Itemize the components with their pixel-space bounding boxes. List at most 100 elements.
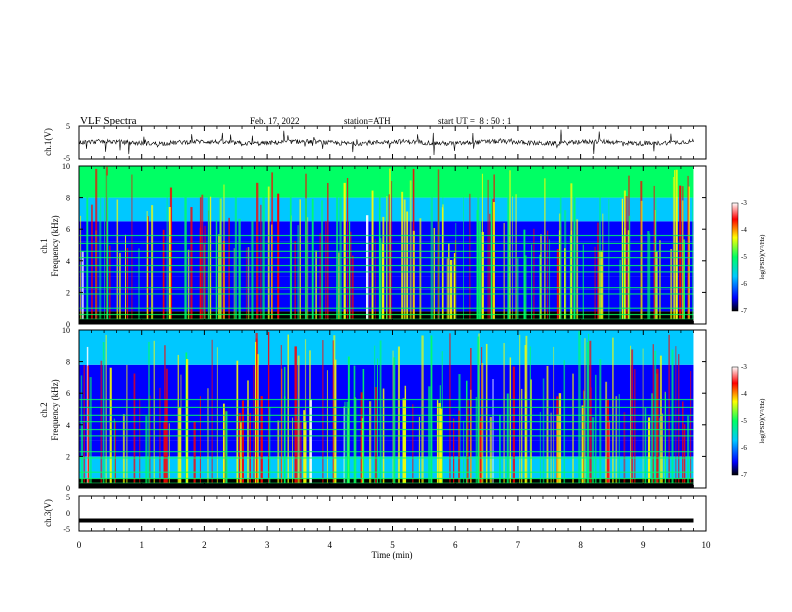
spectrogram-streak: [481, 173, 483, 324]
spectrogram-streak: [374, 386, 377, 488]
ch1-colorbar: -3 -4 -5 -6 -7 log(PSD)(V²/Hz): [731, 199, 766, 315]
spectrogram-streak: [277, 193, 280, 324]
spectrogram-streak: [322, 340, 324, 488]
time-tick-label: 8: [578, 540, 583, 550]
spectrogram-streak: [509, 170, 511, 324]
spectrogram-streak: [304, 420, 307, 488]
spectrogram-streak: [564, 248, 566, 324]
spectrogram-streak: [674, 170, 676, 324]
spectrogram-streak: [125, 234, 127, 324]
spectrogram-streak: [458, 410, 460, 488]
ch3-waveform-panel: ch.3(V) 5 0 -5: [43, 493, 707, 534]
spectrogram-tone-line: [79, 234, 694, 237]
spectrogram-streak: [672, 176, 675, 324]
time-tick-label: 9: [641, 540, 646, 550]
spectrogram-streak: [439, 408, 443, 488]
spectrogram-streak: [570, 183, 573, 324]
spectrogram-streak: [116, 199, 119, 324]
spectrogram-streak: [321, 200, 324, 324]
spectrogram-streak: [236, 360, 239, 488]
spectrogram-streak: [223, 184, 225, 324]
ch1-colorbar-tick: -7: [741, 307, 747, 315]
spectrogram-streak: [228, 217, 230, 324]
spectrogram-streak: [556, 249, 559, 324]
spectrogram-streak: [649, 233, 651, 324]
spectrogram-streak: [647, 231, 650, 324]
spectrogram-streak: [256, 182, 259, 324]
ch1-spectrogram-panel: ch.1 Frequency (kHz) 0 2 4 6 8 10: [39, 162, 707, 329]
ch2-spectrogram-panel: ch.2 Frequency (kHz) 0 2 4 6 8 10: [39, 326, 707, 493]
time-tick-label: 5: [390, 540, 395, 550]
spectrogram-streak: [299, 420, 302, 488]
spectrogram-streak: [388, 194, 390, 324]
ch1-spec-ylabel-2: Frequency (kHz): [50, 215, 60, 276]
spectrogram-streak: [583, 389, 585, 488]
spectrogram-streak: [187, 249, 190, 324]
spectrogram-streak: [164, 345, 166, 488]
ch2-colorbar-tick: -7: [741, 471, 747, 479]
spectrogram-streak: [412, 404, 414, 488]
spectrogram-streak: [525, 335, 528, 488]
spectrogram-streak: [201, 194, 204, 324]
spectrogram-streak: [506, 393, 509, 488]
spectrogram-tone-line: [79, 406, 694, 409]
spectrogram-streak: [343, 182, 346, 324]
spectrogram-streak: [169, 187, 173, 324]
spectrogram-streak: [481, 363, 484, 488]
spectrogram-streak: [430, 335, 433, 488]
figure-start-ut: start UT = 8 : 50 : 1: [438, 116, 511, 126]
spectrogram-streak: [659, 240, 661, 324]
spectrogram-streak: [449, 333, 451, 488]
spectrogram-streak: [193, 421, 196, 488]
spectrogram-streak: [563, 360, 566, 488]
spectrogram-tone-line: [79, 264, 694, 267]
spectrogram-streak: [446, 258, 449, 324]
spectrogram-streak: [542, 378, 545, 488]
spectrogram-streak: [675, 346, 677, 488]
spectrogram-streak: [628, 215, 631, 324]
spectrogram-streak: [138, 248, 140, 324]
spectrogram-streak: [477, 197, 480, 324]
spectrogram-streak: [642, 348, 644, 488]
ch2-colorbar-tick: -4: [741, 390, 747, 398]
spectrogram-streak: [100, 360, 103, 488]
spectrogram-streak: [376, 358, 378, 488]
spectrogram-streak: [438, 403, 441, 488]
spectrogram-streak: [126, 364, 128, 488]
spectrogram-streak: [584, 338, 586, 488]
ch2-colorbar: -3 -4 -5 -6 -7 log(PSD)(V²/Hz): [731, 363, 766, 479]
spectrogram-streak: [558, 230, 561, 324]
spectrogram-tone-line: [79, 471, 694, 473]
spectrogram-streak: [675, 169, 678, 324]
spectrogram-streak: [436, 399, 439, 488]
spectrogram-streak: [654, 350, 657, 488]
spectrogram-streak: [591, 417, 595, 488]
spectrogram-streak: [80, 375, 83, 488]
spectrogram-streak: [151, 205, 154, 324]
spectrogram-streak: [304, 339, 307, 488]
spectrogram-streak: [199, 227, 202, 324]
spectrogram-tone-line: [79, 257, 694, 259]
spectrogram-streak: [539, 411, 542, 488]
spectrogram-streak: [251, 221, 254, 324]
ch3-wave-ytick-bottom: -5: [63, 525, 70, 534]
spectrogram-streak: [656, 368, 659, 488]
ch1-colorbar-label: log(PSD)(V²/Hz): [759, 235, 766, 280]
ch1-wave-ylabel: ch.1(V): [43, 128, 53, 156]
spectrogram-streak: [307, 217, 309, 324]
spectrogram-streak: [523, 229, 526, 324]
time-axis-label: Time (min): [372, 550, 413, 560]
spectrogram-streak: [98, 210, 100, 324]
spectrogram-streak: [211, 339, 213, 488]
spectrogram-streak: [679, 185, 682, 324]
spectrogram-streak: [241, 400, 245, 488]
spectrogram-streak: [475, 397, 477, 488]
spectrogram-streak: [260, 396, 263, 488]
spectrogram-streak: [149, 395, 151, 488]
spectrogram-streak: [207, 388, 209, 488]
spectrogram-streak: [343, 406, 345, 488]
spectrogram-streak: [386, 196, 388, 324]
spectrogram-streak: [524, 345, 527, 488]
spectrogram-tone-line: [79, 421, 694, 423]
spectrogram-streak: [299, 199, 301, 324]
